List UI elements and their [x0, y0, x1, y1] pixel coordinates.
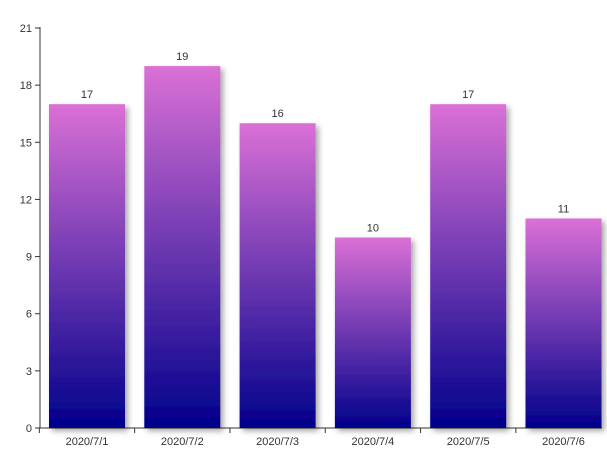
x-tick-label: 2020/7/1 — [66, 436, 109, 448]
y-tick-label: 21 — [20, 23, 32, 35]
y-tick-label: 15 — [20, 137, 32, 149]
data-labels: 17 19 16 10 17 11 — [81, 51, 569, 234]
bars — [49, 66, 602, 428]
y-tick-label: 0 — [26, 423, 32, 435]
x-axis: 2020/7/1 2020/7/2 2020/7/3 2020/7/4 2020/7/5… — [38, 427, 602, 448]
x-tick-label: 2020/7/5 — [447, 436, 490, 448]
bar-2020-7-5 — [430, 104, 507, 428]
x-tick-label: 2020/7/6 — [542, 436, 585, 448]
data-label: 17 — [81, 89, 93, 101]
y-tick-label: 18 — [20, 80, 32, 92]
y-tick-label: 12 — [20, 194, 32, 206]
bar-2020-7-1 — [49, 104, 125, 428]
x-tick-label: 2020/7/3 — [256, 436, 299, 448]
data-label: 19 — [176, 51, 188, 63]
y-tick-label: 3 — [26, 366, 32, 378]
data-label: 17 — [462, 89, 474, 101]
y-axis: 0 3 6 9 12 15 18 21 — [20, 23, 41, 435]
data-label: 11 — [558, 203, 569, 215]
bar-2020-7-6 — [525, 218, 602, 428]
bar-2020-7-3 — [239, 123, 316, 428]
data-label: 10 — [367, 223, 379, 235]
y-tick-label: 9 — [26, 252, 32, 264]
x-tick-label: 2020/7/4 — [351, 436, 394, 448]
data-label: 16 — [271, 108, 283, 120]
bar-2020-7-2 — [144, 66, 221, 428]
y-tick-label: 6 — [26, 309, 32, 321]
x-tick-label: 2020/7/2 — [161, 436, 204, 448]
bar-2020-7-4 — [334, 237, 411, 428]
